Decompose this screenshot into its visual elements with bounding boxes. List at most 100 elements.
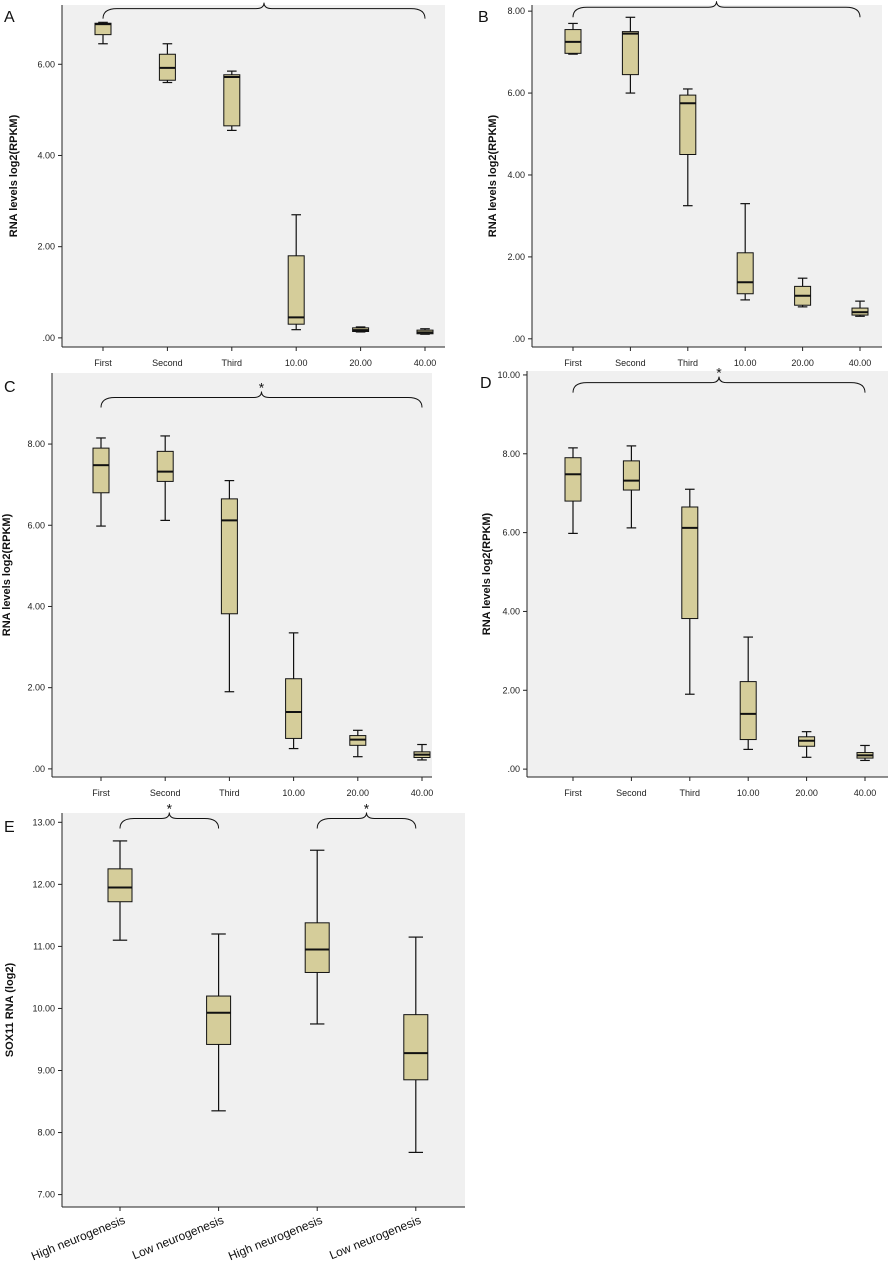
y-tick-label: 8.00 <box>502 449 520 459</box>
box-5 <box>416 328 434 335</box>
x-tick-label: 40.00 <box>411 788 434 798</box>
box-body <box>736 252 754 295</box>
y-axis-label: SOX11 RNA (log2) <box>4 963 16 1058</box>
x-tick-label: 20.00 <box>349 358 372 368</box>
box-body <box>681 506 699 620</box>
x-tick-label: First <box>564 358 582 368</box>
y-tick-label: 4.00 <box>27 601 45 611</box>
box-body <box>220 498 238 615</box>
y-tick-label: 6.00 <box>507 88 525 98</box>
x-tick-label: Second <box>615 358 646 368</box>
panel-letter: D <box>480 375 492 392</box>
box-body <box>679 94 697 155</box>
x-tick-label: Low neurogenesis <box>130 1213 226 1262</box>
box-0 <box>94 21 112 45</box>
x-tick-label: 10.00 <box>737 788 760 798</box>
panel-b: B RNA levels log2(RPKM) .00 2.00 4.00 6.00 8.0… <box>478 0 882 368</box>
panel-a: A RNA levels log2(RPKM) .00 2.00 4.00 6.00 Fir… <box>4 0 445 368</box>
y-tick-label: 6.00 <box>27 520 45 530</box>
y-tick-label: .00 <box>512 334 525 344</box>
y-tick-label: 10.00 <box>32 1003 55 1013</box>
x-tick-label: Third <box>219 788 240 798</box>
significance-brace <box>100 391 423 408</box>
x-tick-label: Low neurogenesis <box>327 1213 423 1262</box>
x-tick-label: High neurogenesis <box>29 1213 127 1263</box>
x-tick-label: Third <box>678 358 699 368</box>
x-tick-label: 20.00 <box>795 788 818 798</box>
box-1 <box>156 435 174 521</box>
y-tick-label: 8.00 <box>27 439 45 449</box>
box-body <box>156 450 174 482</box>
y-tick-label: 8.00 <box>37 1128 55 1138</box>
y-tick-label: 2.00 <box>507 252 525 262</box>
y-tick-label: 9.00 <box>37 1065 55 1075</box>
x-tick-label: Second <box>150 788 181 798</box>
box-4 <box>798 731 816 758</box>
x-tick-label: 40.00 <box>849 358 872 368</box>
box-1 <box>621 16 639 94</box>
y-tick-label: 8.00 <box>507 6 525 16</box>
box-0 <box>564 22 582 55</box>
y-axis-label: RNA levels log2(RPKM) <box>8 114 20 237</box>
box-body <box>287 255 305 325</box>
box-0 <box>564 447 582 535</box>
panel-d: D RNA levels log2(RPKM) .00 2.00 4.00 6.00 8.0… <box>480 365 888 798</box>
x-tick-label: First <box>94 358 112 368</box>
x-tick-label: First <box>564 788 582 798</box>
y-tick-label: 4.00 <box>37 150 55 160</box>
plot-area <box>532 5 882 347</box>
box-3 <box>739 636 757 751</box>
significance-star: * <box>716 365 722 381</box>
box-3 <box>403 936 429 1153</box>
box-5 <box>851 300 869 317</box>
box-body <box>403 1014 429 1081</box>
panel-c: C RNA levels log2(RPKM) .00 2.00 4.00 6.00 8.0… <box>1 373 433 798</box>
box-2 <box>304 849 330 1025</box>
box-0 <box>92 437 110 527</box>
significance-star: * <box>714 0 720 5</box>
x-tick-label: Second <box>152 358 183 368</box>
box-body <box>206 995 232 1045</box>
box-body <box>304 922 330 973</box>
x-tick-label: Second <box>616 788 647 798</box>
box-3 <box>736 203 754 301</box>
box-5 <box>856 744 874 762</box>
plot-area <box>52 373 432 777</box>
box-3 <box>285 632 303 750</box>
significance-star: * <box>364 801 370 817</box>
significance-brace <box>316 812 417 829</box>
y-tick-label: 4.00 <box>502 606 520 616</box>
box-2 <box>681 488 699 695</box>
significance-brace <box>102 2 426 19</box>
box-1 <box>206 933 232 1112</box>
y-tick-label: 13.00 <box>32 817 55 827</box>
x-tick-label: High neurogenesis <box>226 1213 324 1263</box>
box-4 <box>794 277 812 308</box>
box-1 <box>622 445 640 529</box>
y-tick-label: .00 <box>507 764 520 774</box>
box-body <box>92 447 110 494</box>
panel-letter: C <box>4 379 16 396</box>
box-body <box>223 74 241 127</box>
panel-e: E SOX11 RNA (log2) 7.00 8.00 9.00 10.00 11.00 1… <box>4 801 465 1263</box>
panel-letter: E <box>4 819 15 836</box>
significance-brace <box>119 812 220 829</box>
x-tick-label: 10.00 <box>282 788 305 798</box>
x-tick-label: 20.00 <box>791 358 814 368</box>
y-tick-label: 6.00 <box>502 528 520 538</box>
box-body <box>621 31 639 76</box>
box-5 <box>413 743 431 761</box>
x-tick-label: Third <box>222 358 243 368</box>
x-tick-label: 40.00 <box>414 358 437 368</box>
box-body <box>622 460 640 491</box>
x-tick-label: Third <box>680 788 701 798</box>
plot-area <box>62 5 445 347</box>
box-body <box>564 457 582 502</box>
significance-star: * <box>167 801 173 817</box>
y-tick-label: 6.00 <box>37 59 55 69</box>
box-2 <box>679 88 697 207</box>
x-tick-label: 40.00 <box>854 788 877 798</box>
y-tick-label: .00 <box>42 333 55 343</box>
